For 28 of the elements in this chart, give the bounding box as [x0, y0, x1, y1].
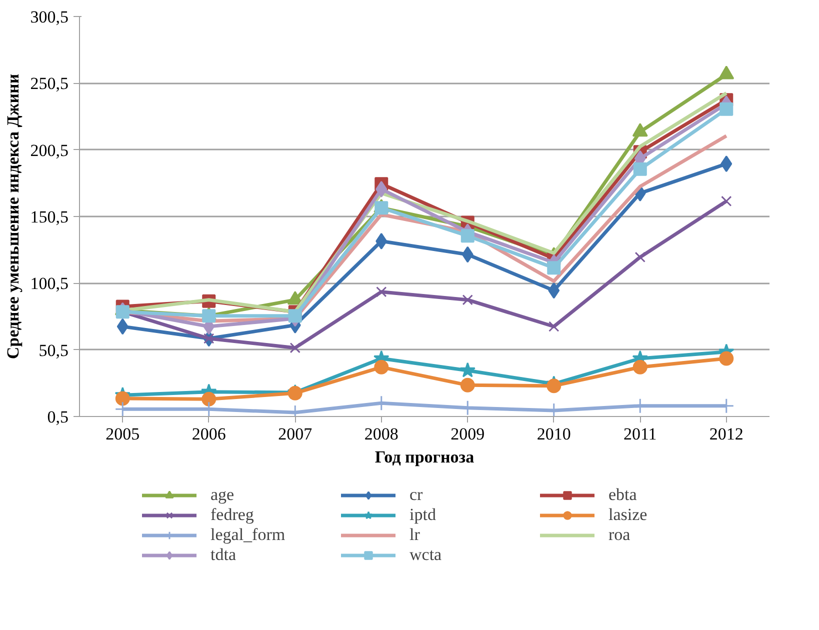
legend-label: lr	[410, 525, 421, 545]
y-tick-label: 150,5	[30, 208, 68, 226]
y-tick-label: 0,5	[47, 408, 68, 426]
legend-label: fedreg	[210, 505, 255, 525]
legend-label: tdta	[210, 545, 237, 565]
y-tick-label: 250,5	[30, 74, 68, 94]
x-tick-label: 2005	[106, 424, 140, 444]
x-tick-label: 2009	[450, 424, 485, 444]
x-tick-label: 2006	[192, 424, 226, 444]
y-tick-label: 300,5	[30, 8, 68, 26]
legend-label: legal_form	[210, 525, 286, 545]
y-axis-title: Среднее уменьшение индекса Джини	[3, 74, 22, 360]
x-tick-label: 2011	[623, 424, 657, 444]
legend-label: wcta	[410, 545, 443, 565]
x-tick-label: 2008	[364, 424, 398, 444]
y-tick-label: 200,5	[30, 140, 68, 160]
x-tick-label: 2012	[709, 424, 744, 444]
x-tick-label: 2010	[536, 424, 571, 444]
legend-label: ebta	[608, 485, 638, 505]
y-tick-label: 100,5	[30, 274, 68, 294]
legend-label: iptd	[410, 505, 437, 525]
legend-label: roa	[608, 525, 632, 545]
legend-label: age	[210, 485, 236, 505]
legend-label: cr	[410, 485, 424, 505]
y-tick-label: 50,5	[38, 340, 68, 360]
x-axis-title: Год прогноза	[374, 448, 475, 466]
x-tick-label: 2007	[278, 424, 313, 444]
legend-label: lasize	[608, 505, 648, 525]
